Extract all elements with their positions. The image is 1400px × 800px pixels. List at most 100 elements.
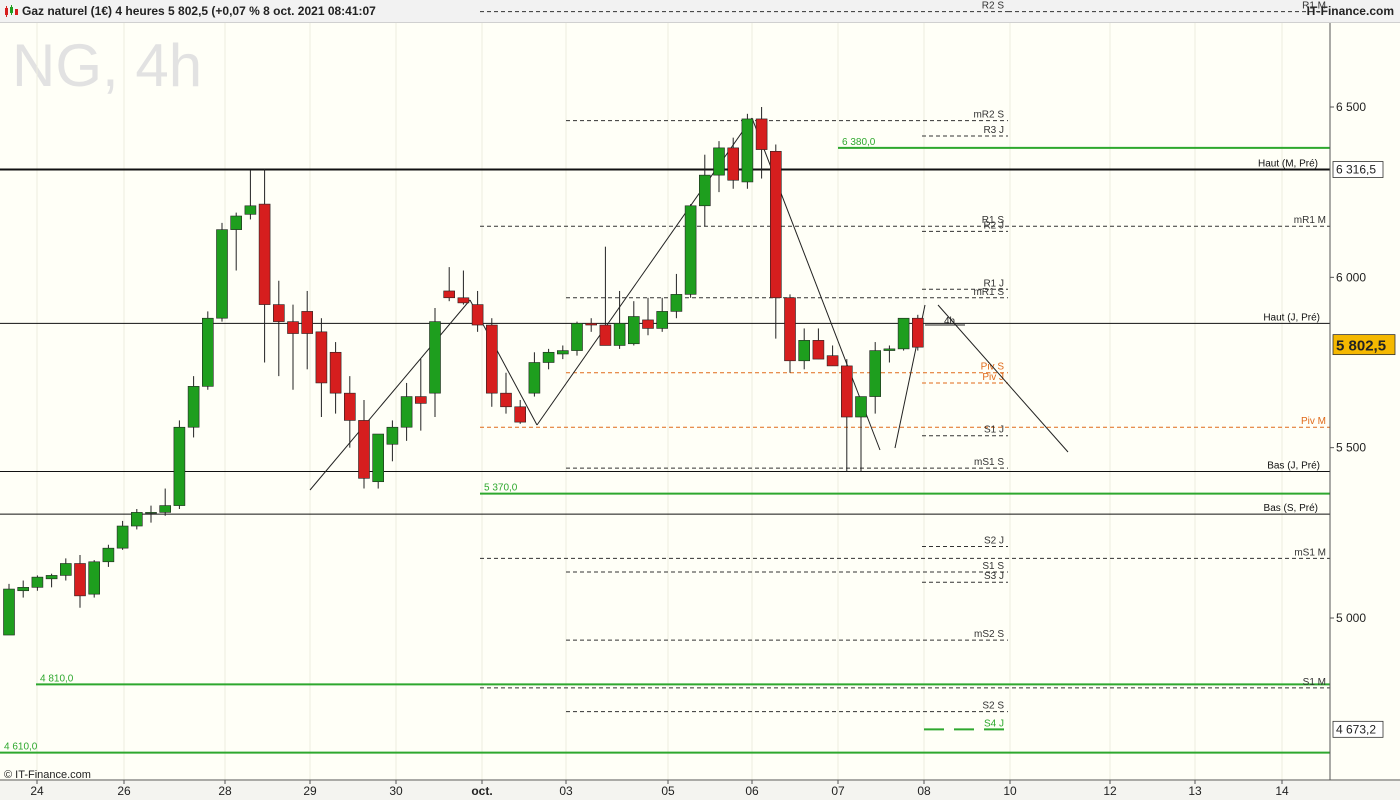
source-label: © IT-Finance.com [4, 769, 91, 781]
level-label: mS2 S [974, 629, 1004, 640]
candle-body [883, 348, 896, 351]
candle-body [556, 350, 569, 355]
level-label: R3 J [983, 125, 1004, 136]
axes: 6 500 6 000 5 500 5 000 24 26 28 29 30 oct. 03 05 06… [0, 23, 1400, 800]
candle-body [343, 392, 356, 421]
brand-name: IT-Finance.com [1306, 4, 1394, 18]
candle-body [784, 297, 796, 362]
candle-body [230, 215, 242, 230]
x-tick-label: 05 [661, 784, 675, 798]
x-tick-label: 14 [1275, 784, 1289, 798]
level-label: S2 S [982, 701, 1004, 712]
grid-lines [36, 23, 1283, 780]
x-tick-label: 06 [745, 784, 759, 798]
y-tick-label: 5 000 [1336, 611, 1366, 625]
candle-body [855, 396, 867, 418]
x-tick-label: 03 [559, 784, 573, 798]
candle-body [500, 392, 512, 408]
candle-body [485, 324, 498, 394]
level-label: 4 610,0 [4, 742, 38, 753]
candle-body [429, 321, 441, 394]
candle-body [74, 563, 86, 597]
candle-body [216, 229, 228, 319]
candle-body [272, 304, 285, 322]
level-label: 4 810,0 [40, 673, 74, 684]
level-label: Bas (J, Pré) [1267, 461, 1320, 472]
candle-body [372, 433, 385, 483]
candle-body [812, 340, 825, 360]
candle-body [45, 575, 58, 580]
candle-body [457, 297, 470, 304]
trend-line [937, 304, 1069, 453]
level-label: Haut (J, Pré) [1263, 312, 1320, 323]
x-tick-label: 30 [389, 784, 403, 798]
level-label: Bas (S, Pré) [1264, 503, 1318, 514]
candle-body [840, 365, 853, 418]
candle-body [684, 205, 697, 295]
trend-line [309, 299, 471, 491]
candlestick-chart-icon [5, 5, 18, 17]
candle-body [769, 150, 782, 299]
candle-body [386, 426, 399, 445]
level-label: S4 J [984, 718, 1004, 729]
pivot-levels: R2 S R1 M mR2 S R3 J 6 380,0 Haut (M, Pré) R1 … [0, 1, 1330, 754]
level-label: mS1 M [1294, 547, 1326, 558]
candle-body [826, 355, 839, 367]
candle-body [258, 203, 271, 305]
x-tick-label: 29 [303, 784, 317, 798]
x-tick-label: 07 [831, 784, 845, 798]
candle-body [670, 294, 683, 312]
candle-body [471, 304, 484, 326]
axis-price-box [1332, 161, 1384, 178]
candle-body [400, 396, 413, 428]
candle-body [585, 323, 598, 326]
level-label: 5 370,0 [484, 483, 518, 494]
last-price-box [1332, 334, 1396, 356]
candle-body [542, 351, 555, 363]
candle-body [613, 323, 626, 346]
level-label: S3 J [984, 571, 1004, 582]
candle-body [741, 118, 754, 183]
candle-body [3, 588, 15, 636]
timeframe-label: 4h [944, 316, 955, 327]
candle-body [911, 317, 924, 348]
level-label: Piv J [982, 372, 1004, 383]
level-label: S1 M [1303, 677, 1326, 688]
x-tick-label: 24 [30, 784, 44, 798]
y-tick-label: 5 500 [1336, 441, 1366, 455]
candle-body [59, 563, 72, 576]
candle-body [173, 426, 186, 506]
level-label: mR1 M [1294, 215, 1326, 226]
trend-lines: 4h [309, 117, 1069, 491]
candle-body [329, 351, 342, 394]
candle-body [897, 317, 910, 350]
candle-body [656, 311, 669, 329]
candle-body [713, 147, 725, 176]
last-price-label: 5 802,5 [1336, 338, 1386, 355]
candle-body [514, 406, 527, 423]
x-tick-label: oct. [471, 784, 492, 798]
level-label: mR1 S [973, 287, 1004, 298]
candle-body [88, 561, 100, 595]
candle-body [131, 512, 143, 527]
level-label: R2 J [983, 220, 1004, 231]
candle-body [202, 317, 214, 387]
candle-body [599, 324, 612, 346]
candle-body [102, 547, 115, 563]
x-tick-label: 08 [917, 784, 931, 798]
candle-body [315, 331, 328, 384]
candle-body [145, 512, 157, 514]
level-label: Haut (M, Pré) [1258, 159, 1318, 170]
candle-body [642, 319, 654, 329]
level-label: S1 J [984, 425, 1004, 436]
level-label: S1 S [982, 561, 1004, 572]
candle-body [244, 205, 257, 215]
candle-body [414, 396, 427, 404]
y-tick-label: 6 500 [1336, 100, 1366, 114]
candle-body [301, 311, 314, 334]
candle-body [443, 290, 456, 299]
candle-body [869, 350, 882, 397]
level-label: R2 S [982, 1, 1005, 12]
x-tick-label: 26 [117, 784, 131, 798]
